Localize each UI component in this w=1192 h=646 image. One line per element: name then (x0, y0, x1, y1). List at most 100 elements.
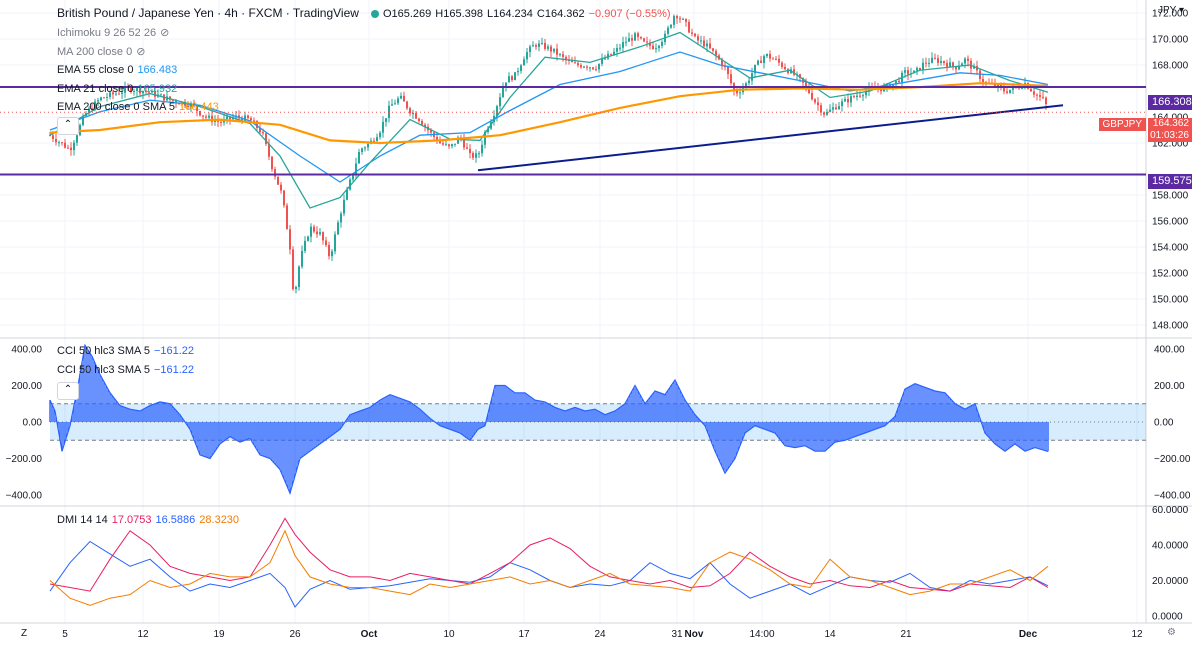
candle-body (589, 67, 591, 69)
candle-body (559, 54, 561, 56)
candle-body (301, 250, 303, 267)
candle-body (277, 176, 279, 185)
candle-body (313, 226, 315, 232)
candle-body (802, 77, 804, 83)
candle-body (484, 132, 486, 145)
candle-body (832, 107, 834, 110)
price-tick-label: 158.000 (1152, 191, 1189, 202)
candle-body (898, 80, 900, 82)
eye-off-icon[interactable]: ⊘ (136, 46, 146, 58)
candle-body (424, 124, 426, 127)
candle-body (121, 92, 123, 94)
currency-label[interactable]: JPY ▾ (1158, 5, 1184, 16)
candle-body (514, 72, 516, 81)
legend-ema200[interactable]: EMA 200 close 0 SMA 5 166.443 (57, 101, 223, 113)
candle-body (619, 47, 621, 49)
symbol-title[interactable]: British Pound / Japanese Yen · 4h · FXCM… (57, 6, 359, 20)
legend-dmi[interactable]: DMI 14 14 17.0753 16.5886 28.3230 (57, 514, 243, 526)
eye-off-icon[interactable]: ⊘ (160, 27, 170, 39)
time-tick-label: 12 (137, 629, 149, 640)
candle-body (964, 58, 966, 64)
candle-body (670, 24, 672, 28)
candle-body (1006, 91, 1008, 93)
candle-body (58, 142, 60, 144)
cci-indicator (49, 343, 1146, 495)
candle-body (280, 184, 282, 191)
candle-body (430, 130, 432, 133)
legend-ma200[interactable]: MA 200 close 0 ⊘ (57, 45, 149, 58)
time-tick-label: 24 (594, 629, 606, 640)
settings-gear-icon[interactable]: ⚙ (1167, 627, 1176, 638)
cci-left-tick-label: −400.00 (6, 491, 43, 502)
candle-body (175, 100, 177, 104)
ema55-label: EMA 55 close 0 (57, 64, 134, 76)
candle-body (466, 147, 468, 149)
candle-body (1036, 94, 1038, 96)
candle-body (685, 18, 687, 22)
price-axis[interactable]: 148.000 150.000 152.000 154.000 156.000 158.0… (6, 9, 1191, 623)
candle-body (73, 142, 75, 151)
candle-body (784, 66, 786, 70)
legend-cci-a[interactable]: CCI 50 hlc3 SMA 5 −161.22 (57, 345, 198, 357)
candle-body (1021, 87, 1023, 89)
candle-body (142, 91, 144, 94)
dmi-plus-line (49, 540, 1049, 608)
candle-body (709, 43, 711, 49)
candle-body (412, 113, 414, 115)
candle-body (826, 111, 828, 115)
candle-body (295, 287, 297, 290)
candle-body (136, 88, 138, 91)
candle-body (220, 121, 222, 123)
zoom-icon[interactable]: Z (21, 628, 28, 639)
candle-body (256, 120, 258, 128)
collapse-cci-legend-button[interactable]: ⌃ (57, 382, 79, 400)
candle-body (1042, 96, 1044, 98)
legend-ema55[interactable]: EMA 55 close 0 166.483 (57, 64, 181, 76)
candle-body (268, 143, 270, 157)
candle-body (679, 18, 681, 20)
candle-body (361, 148, 363, 153)
legend-ichimoku[interactable]: Ichimoku 9 26 52 26 ⊘ (57, 26, 173, 39)
legend-ema21[interactable]: EMA 21 close 0 165.932 (57, 83, 181, 95)
candle-body (373, 140, 375, 142)
candle-body (415, 113, 417, 119)
candle-body (259, 127, 261, 133)
moving-averages (49, 31, 1049, 209)
cci-b-label: CCI 50 hlc3 SMA 5 (57, 364, 150, 376)
candle-body (745, 83, 747, 88)
candle-body (88, 108, 90, 114)
candle-body (646, 41, 648, 43)
legend-cci-b[interactable]: CCI 50 hlc3 SMA 5 −161.22 (57, 364, 198, 376)
candle-body (643, 38, 645, 42)
candle-body (283, 190, 285, 206)
dmi-plus-value: 17.0753 (111, 514, 152, 526)
candle-body (994, 83, 996, 87)
adx-line (49, 529, 1049, 606)
candle-body (1045, 97, 1047, 105)
candle-body (655, 48, 657, 50)
bar-countdown: 01:03:26 (1150, 130, 1189, 141)
price-tick-label: 156.000 (1152, 217, 1189, 228)
ohlc-high: H165.398 (435, 8, 483, 20)
time-axis[interactable]: 5 12 19 26 Oct 10 17 24 31 Nov 14:00 14 21 Dec 12 (62, 629, 1143, 640)
collapse-legend-button[interactable]: ⌃ (57, 117, 79, 135)
candle-body (652, 45, 654, 49)
candle-body (676, 16, 678, 19)
time-tick-label: 17 (518, 629, 530, 640)
candle-body (214, 120, 216, 122)
candle-body (91, 108, 93, 110)
candle-body (583, 66, 585, 68)
candle-body (697, 36, 699, 41)
candle-body (727, 66, 729, 75)
candle-body (835, 107, 837, 110)
candle-body (130, 87, 132, 92)
candle-body (637, 33, 639, 37)
time-tick-label: 26 (289, 629, 301, 640)
candle-body (838, 106, 840, 110)
candle-body (601, 59, 603, 64)
pane-separators (0, 0, 1192, 624)
candle-body (70, 147, 72, 151)
price-tick-label: 152.000 (1152, 269, 1189, 280)
candle-body (355, 163, 357, 174)
